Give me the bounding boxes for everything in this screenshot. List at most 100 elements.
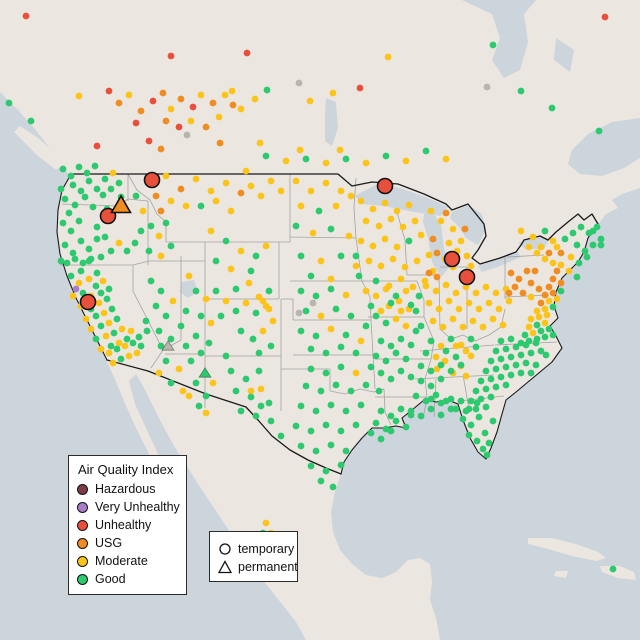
aqi-station-dot [175,123,183,131]
aqi-station-dot [336,146,344,154]
aqi-station-dot [517,369,525,377]
aqi-station-dot [327,225,335,233]
aqi-station-dot [387,375,395,383]
aqi-station-dot [533,307,541,315]
aqi-station-dot [482,403,490,411]
aqi-station-dot [337,427,345,435]
aqi-station-dot [75,163,83,171]
aqi-station-dot [137,342,145,350]
legend-item-label: Very Unhealthy [95,500,180,514]
aqi-station-dot [59,165,67,173]
aqi-station-dot [542,351,550,359]
aqi-station-dot [442,347,450,355]
gulf-of-st-lawrence [568,118,640,176]
aqi-station-dot [212,287,220,295]
aqi-station-dot [397,367,405,375]
aqi-station-dot [447,367,455,375]
aqi-station-dot [467,352,475,360]
aqi-station-dot [522,359,530,367]
aqi-station-dot [177,95,185,103]
aqi-station-dot [107,185,115,193]
aqi-station-dot [449,315,457,323]
aqi-station-dot [497,373,505,381]
aqi-station-dot [157,342,165,350]
aqi-station-dot [85,245,93,253]
aqi-station-dot [242,299,250,307]
aqi-station-dot [67,272,75,280]
aqi-station-dot [447,405,455,413]
aqi-station-dot [553,243,561,251]
aqi-station-dot [255,367,263,375]
legend-item-hazardous: Hazardous [77,482,178,496]
aqi-station-dot [415,292,423,300]
aqi-station-dot [405,237,413,245]
aqi-station-dot [197,349,205,357]
aqi-station-dot [439,323,447,331]
hazardous-swatch-icon [77,483,88,495]
aqi-station-dot [467,397,475,405]
aqi-station-dot [97,322,105,330]
aqi-station-dot [505,297,513,305]
legend-item-unhealthy: Unhealthy [77,518,178,532]
aqi-station-dot [549,259,557,267]
aqi-station-dot [312,292,320,300]
aqi-station-dot [543,311,551,319]
aqi-station-dot [437,361,445,369]
aqi-station-dot [187,357,195,365]
aqi-station-dot [79,259,87,267]
aqi-station-dot [412,307,420,315]
aqi-station-dot [517,351,525,359]
aqi-station-dot [255,293,263,301]
aqi-station-dot [389,255,397,263]
temporary-event-station-dot [443,250,461,268]
aqi-station-dot [545,283,553,291]
station-dots-layer [5,12,617,573]
us-mexico-border [106,359,342,475]
aqi-station-dot [507,371,515,379]
aqi-station-dot [435,305,443,313]
aqi-station-dot [312,332,320,340]
aqi-station-dot [425,299,433,307]
aqi-station-dot [109,359,117,367]
hispaniola-island [600,566,636,580]
aqi-station-dot [401,263,409,271]
aqi-station-dot [92,282,100,290]
aqi-station-dot [227,367,235,375]
aqi-station-dot [527,349,535,357]
aqi-station-dot [352,369,360,377]
legend-item-label: Hazardous [95,482,156,496]
aqi-station-dot [342,447,350,455]
aqi-station-dot [262,519,270,527]
aqi-station-dot [132,119,140,127]
aqi-station-dot [71,255,79,263]
aqi-station-dot [237,247,245,255]
aqi-station-dot [445,297,453,305]
aqi-station-dot [402,322,410,330]
aqi-station-dot [267,177,275,185]
aqi-station-dot [157,145,165,153]
aqi-station-dot [473,437,481,445]
aqi-station-dot [322,179,330,187]
aqi-station-dot [492,347,500,355]
aqi-station-dot [452,405,460,413]
aqi-station-dot [243,49,251,57]
aqi-station-dot [5,99,13,107]
permanent-large-layer [110,194,132,214]
lake-winnipeg [325,98,338,146]
aqi-station-dot [505,289,513,297]
aqi-station-dot [121,342,129,350]
aqi-station-dot [306,97,314,105]
aqi-station-dot [457,397,465,405]
aqi-station-dot [437,342,445,350]
aqi-station-dot [597,241,605,249]
aqi-station-dot [67,227,75,235]
station-type-legend: temporary permanent [209,531,298,582]
aqi-station-dot [457,237,465,245]
aqi-station-dot [477,377,485,385]
aqi-station-dot [232,387,240,395]
aqi-station-dot [545,249,553,257]
aqi-station-dot [265,287,273,295]
aqi-station-dot [212,197,220,205]
aqi-station-dot [113,345,121,353]
aqi-station-dot [352,252,360,260]
